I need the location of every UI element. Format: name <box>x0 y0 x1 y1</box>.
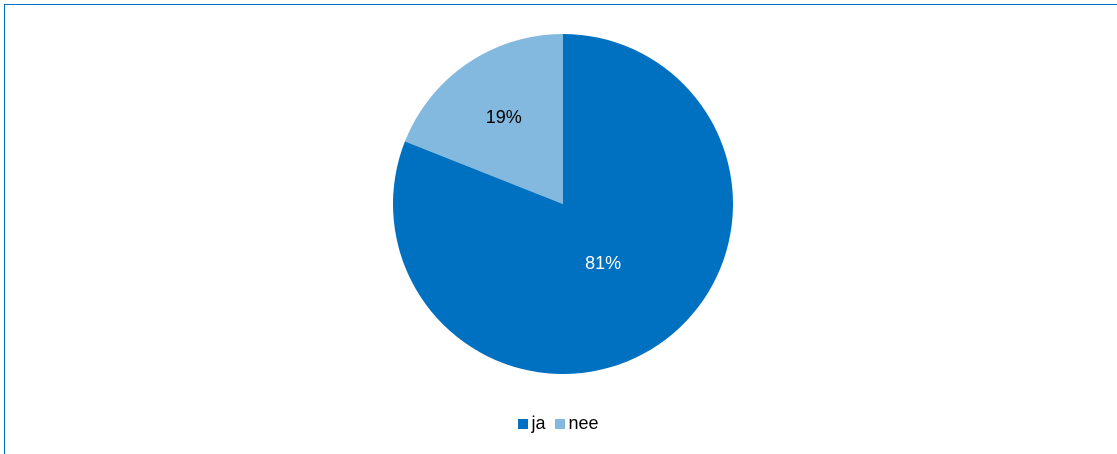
chart-legend: ja nee <box>0 413 1117 434</box>
legend-swatch-ja <box>518 418 529 429</box>
pie-slice-nee <box>404 34 563 204</box>
top-strip <box>0 0 1117 3</box>
legend-swatch-nee <box>555 418 566 429</box>
legend-label-ja: ja <box>531 413 546 433</box>
slice-label-nee: 19% <box>486 107 522 127</box>
legend-item-ja: ja <box>518 413 545 434</box>
slice-label-ja: 81% <box>585 253 621 273</box>
legend-item-nee: nee <box>555 413 599 434</box>
legend-label-nee: nee <box>568 413 599 433</box>
